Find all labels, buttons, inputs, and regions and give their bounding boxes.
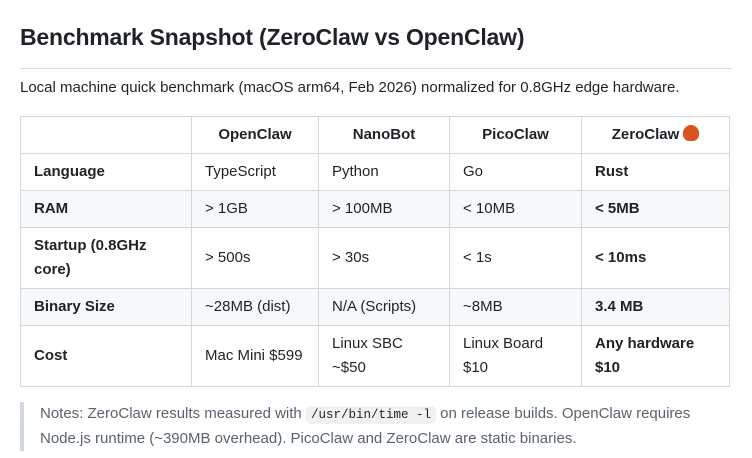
- header-cell: OpenClaw: [191, 116, 319, 154]
- notes-blockquote: Notes: ZeroClaw results measured with /u…: [20, 402, 700, 451]
- row-label: Binary Size: [20, 288, 192, 326]
- table-cell: Python: [318, 153, 450, 191]
- header-cell-zeroclaw: ZeroClaw: [581, 116, 730, 154]
- header-cell: PicoClaw: [449, 116, 582, 154]
- inline-code: /usr/bin/time -l: [305, 406, 436, 424]
- table-row: Cost Mac Mini $599 Linux SBC ~$50 Linux …: [20, 325, 730, 387]
- table-cell: 3.4 MB: [581, 288, 730, 326]
- table-cell: Any hardware $10: [581, 325, 730, 387]
- notes-text: Notes: ZeroClaw results measured with: [40, 405, 306, 422]
- page-title: Benchmark Snapshot (ZeroClaw vs OpenClaw…: [20, 24, 525, 50]
- table-cell: < 1s: [449, 227, 582, 289]
- table-cell: < 10MB: [449, 190, 582, 228]
- crab-emoji-icon: [683, 125, 700, 141]
- table-cell: TypeScript: [191, 153, 319, 191]
- table-cell: Linux Board $10: [449, 325, 582, 387]
- table-cell: Mac Mini $599: [191, 325, 319, 387]
- table-cell: ~28MB (dist): [191, 288, 319, 326]
- table-cell: > 100MB: [318, 190, 450, 228]
- table-cell: Go: [449, 153, 582, 191]
- table-row: RAM > 1GB > 100MB < 10MB < 5MB: [20, 190, 730, 228]
- header-cell: [20, 116, 192, 154]
- notes-text: on release builds. OpenClaw requires Nod…: [40, 405, 691, 447]
- table-cell: > 500s: [191, 227, 319, 289]
- table-row: Binary Size ~28MB (dist) N/A (Scripts) ~…: [20, 288, 730, 326]
- table-header-row: OpenClaw NanoBot PicoClaw ZeroClaw: [20, 116, 730, 154]
- table-cell: > 30s: [318, 227, 450, 289]
- header-cell: NanoBot: [318, 116, 450, 154]
- table-cell: Linux SBC ~$50: [318, 325, 450, 387]
- table-cell: < 5MB: [581, 190, 730, 228]
- intro-text: Local machine quick benchmark (macOS arm…: [20, 79, 680, 96]
- row-label: RAM: [20, 190, 192, 228]
- table-cell: > 1GB: [191, 190, 319, 228]
- table-cell: ~8MB: [449, 288, 582, 326]
- row-label: Cost: [20, 325, 192, 387]
- table-row: Startup (0.8GHz core) > 500s > 30s < 1s …: [20, 227, 730, 289]
- table-cell: < 10ms: [581, 227, 730, 289]
- table-row: Language TypeScript Python Go Rust: [20, 153, 730, 191]
- benchmark-table: OpenClaw NanoBot PicoClaw ZeroClaw Langu…: [20, 116, 730, 387]
- header-label: ZeroClaw: [611, 126, 680, 143]
- table-cell: N/A (Scripts): [318, 288, 450, 326]
- row-label: Language: [20, 153, 192, 191]
- row-label: Startup (0.8GHz core): [20, 227, 192, 289]
- table-cell: Rust: [581, 153, 730, 191]
- divider: [20, 68, 732, 69]
